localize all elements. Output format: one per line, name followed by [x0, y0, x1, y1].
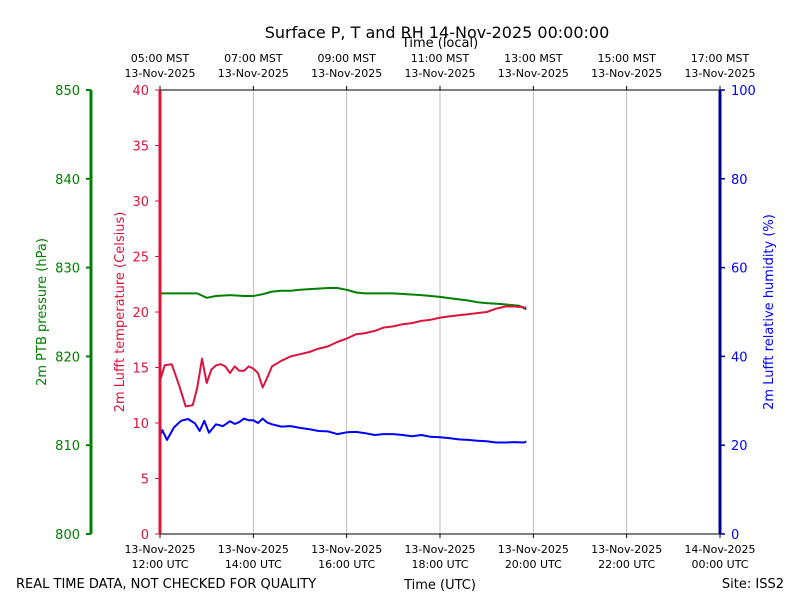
- x-tick-label-local-time: 09:00 MST: [317, 52, 376, 65]
- humidity-tick-label: 0: [731, 528, 739, 543]
- temperature-tick-label: 25: [132, 251, 149, 266]
- pressure-tick-label: 810: [55, 439, 80, 454]
- humidity-tick-label: 100: [731, 84, 756, 99]
- pressure-tick-label: 800: [55, 528, 80, 543]
- humidity-tick-label: 40: [731, 350, 748, 365]
- pressure-tick-label: 850: [55, 84, 80, 99]
- temperature-axis-label: 2m Lufft temperature (Celsius): [113, 212, 128, 413]
- humidity-tick-label: 60: [731, 262, 748, 277]
- temperature-tick-label: 35: [132, 140, 149, 155]
- x-tick-label-utc-time: 14:00 UTC: [225, 558, 282, 571]
- x-tick-label-local-time: 05:00 MST: [131, 52, 190, 65]
- top-axis-label: Time (local): [401, 36, 478, 51]
- x-tick-label-utc-time: 18:00 UTC: [411, 558, 468, 571]
- pressure-series-line: [160, 287, 527, 311]
- temperature-tick-label: 15: [132, 362, 149, 377]
- temperature-tick-label: 10: [132, 417, 149, 432]
- x-tick-label-local-date: 13-Nov-2025: [124, 67, 195, 80]
- pressure-tick-label: 840: [55, 173, 80, 188]
- temperature-tick-label: 30: [132, 195, 149, 210]
- axis-ticks: 13-Nov-2025 12:00 UTC 05:00 MST 13-Nov-2025…: [55, 52, 756, 571]
- temperature-series-line: [159, 305, 527, 408]
- temperature-tick-label: 20: [132, 306, 149, 321]
- series-layer: [159, 287, 527, 444]
- x-tick-label-utc-date: 13-Nov-2025: [124, 543, 195, 556]
- x-tick-label-utc-date: 13-Nov-2025: [218, 543, 289, 556]
- x-tick-label-utc-date: 13-Nov-2025: [498, 543, 569, 556]
- x-axis-label: Time (UTC): [403, 578, 476, 593]
- x-tick-label-local-time: 17:00 MST: [691, 52, 750, 65]
- x-tick-label-utc-time: 22:00 UTC: [598, 558, 655, 571]
- footer-site: Site: ISS2: [722, 577, 784, 592]
- humidity-series-line: [159, 417, 527, 444]
- x-tick-label-local-date: 13-Nov-2025: [498, 67, 569, 80]
- humidity-tick-label: 80: [731, 173, 748, 188]
- x-tick-label-utc-time: 20:00 UTC: [505, 558, 562, 571]
- x-tick-label-local-date: 13-Nov-2025: [404, 67, 475, 80]
- humidity-axis-label: 2m Lufft relative humidity (%): [762, 214, 777, 410]
- pressure-tick-label: 830: [55, 262, 80, 277]
- x-tick-label-utc-date: 14-Nov-2025: [684, 543, 755, 556]
- x-tick-label-utc-time: 00:00 UTC: [691, 558, 748, 571]
- x-tick-label-utc-date: 13-Nov-2025: [311, 543, 382, 556]
- temperature-tick-label: 0: [141, 528, 149, 543]
- x-tick-label-utc-time: 16:00 UTC: [318, 558, 375, 571]
- x-tick-label-local-date: 13-Nov-2025: [218, 67, 289, 80]
- chart-title: Surface P, T and RH 14-Nov-2025 00:00:00: [265, 23, 610, 42]
- x-tick-label-local-time: 15:00 MST: [597, 52, 656, 65]
- x-tick-label-local-date: 13-Nov-2025: [591, 67, 662, 80]
- x-tick-label-utc-time: 12:00 UTC: [131, 558, 188, 571]
- x-tick-label-local-time: 07:00 MST: [224, 52, 283, 65]
- x-tick-label-utc-date: 13-Nov-2025: [591, 543, 662, 556]
- temperature-tick-label: 5: [141, 473, 149, 488]
- x-tick-label-utc-date: 13-Nov-2025: [404, 543, 475, 556]
- pressure-axis-label: 2m PTB pressure (hPa): [35, 238, 50, 386]
- x-tick-label-local-time: 13:00 MST: [504, 52, 563, 65]
- footer-disclaimer: REAL TIME DATA, NOT CHECKED FOR QUALITY: [16, 577, 316, 592]
- x-tick-label-local-date: 13-Nov-2025: [684, 67, 755, 80]
- x-tick-label-local-date: 13-Nov-2025: [311, 67, 382, 80]
- grid-lines: [252, 90, 628, 534]
- pressure-tick-label: 820: [55, 350, 80, 365]
- temperature-tick-label: 40: [132, 84, 149, 99]
- x-tick-label-local-time: 11:00 MST: [411, 52, 470, 65]
- humidity-tick-label: 20: [731, 439, 748, 454]
